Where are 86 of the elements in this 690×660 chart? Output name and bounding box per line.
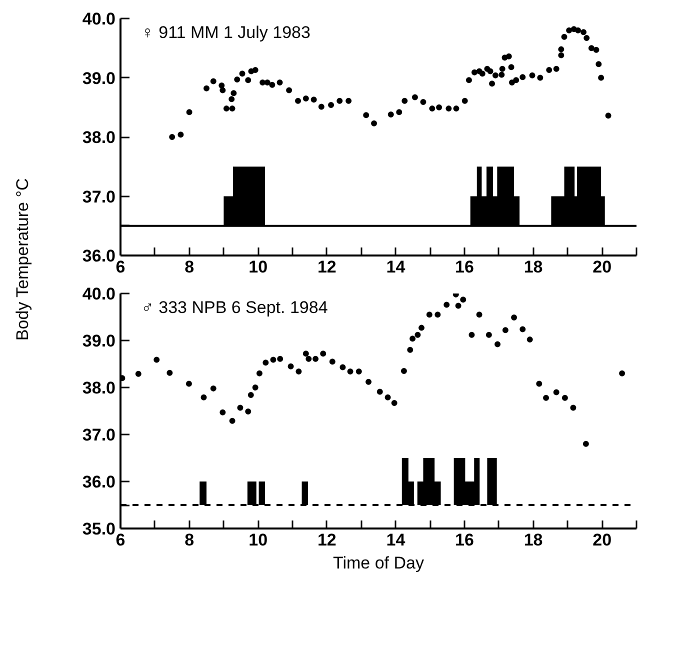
- point: [237, 404, 244, 411]
- point: [340, 364, 346, 370]
- point: [444, 302, 450, 308]
- x-tick-label: 10: [248, 258, 268, 276]
- y-tick-label: 35.0: [82, 520, 116, 538]
- point: [312, 356, 319, 362]
- point: [414, 332, 421, 338]
- x-tick-label: 12: [317, 258, 336, 276]
- annotation: ♀ 911 MM 1 July 1983: [141, 23, 310, 42]
- x-tick-label: 8: [184, 258, 194, 276]
- point: [486, 332, 492, 338]
- point: [526, 336, 533, 343]
- point: [455, 302, 462, 309]
- point: [210, 385, 216, 392]
- x-tick-label: 20: [592, 530, 612, 550]
- x-tick-label: 18: [524, 258, 543, 276]
- y-tick-label: 36.0: [82, 246, 116, 266]
- x-tick-label: 14: [386, 530, 406, 550]
- point: [494, 341, 501, 348]
- point: [434, 312, 441, 318]
- x-tick-label: 18: [524, 530, 543, 550]
- point: [391, 400, 398, 406]
- point: [135, 370, 142, 377]
- y-tick-label: 39.0: [82, 332, 116, 350]
- y-tick-label: 40.0: [82, 10, 116, 28]
- point: [347, 368, 354, 375]
- point: [186, 380, 192, 387]
- point: [262, 360, 269, 366]
- point: [619, 370, 626, 376]
- x-tick-label: 12: [317, 530, 336, 550]
- point: [229, 418, 236, 424]
- point: [306, 356, 312, 362]
- point: [252, 384, 258, 390]
- x-tick-label: 10: [248, 530, 268, 550]
- point: [543, 394, 550, 401]
- y-tick-label: 39.0: [82, 68, 116, 88]
- point: [460, 296, 466, 303]
- point: [553, 389, 560, 396]
- point: [536, 380, 542, 387]
- y-tick-label: 37.0: [82, 187, 116, 206]
- point: [320, 350, 326, 357]
- x-axis-title: Time of Day: [333, 554, 424, 572]
- point: [418, 324, 424, 331]
- point: [277, 356, 284, 362]
- x-tick-label: 8: [184, 530, 194, 550]
- x-tick-label: 20: [592, 258, 612, 276]
- point: [296, 368, 302, 375]
- point: [220, 409, 226, 416]
- point: [366, 378, 372, 385]
- point: [288, 363, 294, 370]
- point: [302, 350, 309, 357]
- y-tick-label: 38.0: [82, 128, 116, 147]
- point: [562, 394, 568, 401]
- point: [511, 314, 518, 320]
- y-tick-label: 36.0: [82, 472, 116, 492]
- point: [407, 346, 414, 353]
- point: [154, 356, 160, 363]
- point: [502, 327, 508, 334]
- point: [200, 394, 207, 400]
- x-tick-label: 6: [116, 530, 126, 550]
- point: [248, 392, 254, 398]
- point: [356, 368, 362, 375]
- point: [270, 356, 276, 363]
- y-tick-label: 38.0: [82, 378, 116, 398]
- point: [256, 370, 262, 376]
- point: [166, 370, 173, 376]
- point: [520, 326, 526, 332]
- point: [476, 312, 482, 318]
- point: [329, 358, 336, 365]
- point: [400, 368, 407, 374]
- point: [384, 394, 391, 400]
- annotation: ♂ 333 NPB 6 Sept. 1984: [141, 298, 328, 318]
- y-tick-label: 40.0: [82, 284, 116, 304]
- y-tick-label: 37.0: [82, 426, 116, 444]
- point: [376, 388, 383, 395]
- y-axis-title: Body Temperature °C: [13, 178, 32, 341]
- x-tick-label: 16: [455, 530, 474, 550]
- x-tick-label: 16: [455, 258, 474, 276]
- point: [245, 408, 252, 414]
- x-tick-label: 6: [116, 258, 126, 276]
- point: [426, 312, 432, 318]
- point: [410, 336, 416, 342]
- x-tick-label: 14: [386, 258, 406, 276]
- point: [582, 440, 589, 447]
- point: [468, 332, 475, 338]
- point: [570, 404, 576, 411]
